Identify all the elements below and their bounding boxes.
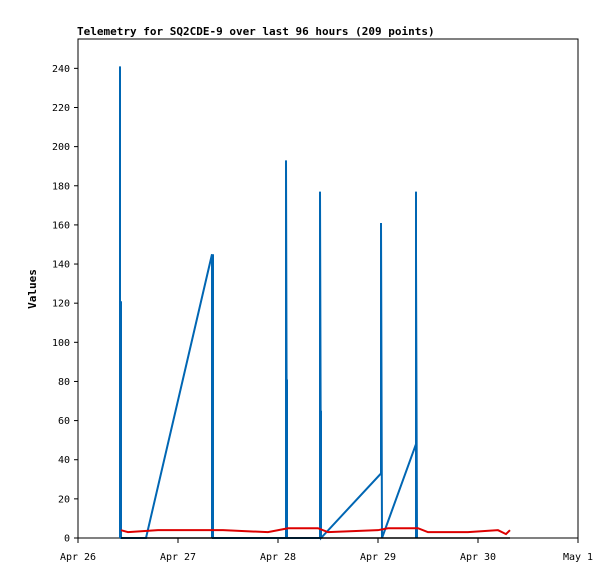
y-tick-label-9: 180 [52,181,70,192]
y-tick-label-1: 20 [58,494,70,505]
y-tick-label-0: 0 [64,534,70,545]
y-tick-label-3: 60 [58,416,70,427]
series-line-0 [119,66,418,541]
x-tick-label-1: Apr 27 [160,552,196,563]
x-tick-label-5: May 1 [563,552,593,563]
x-tick-label-2: Apr 28 [260,552,296,563]
y-tick-label-12: 240 [52,64,70,75]
y-tick-label-5: 100 [52,338,70,349]
y-tick-label-10: 200 [52,142,70,153]
y-tick-label-4: 80 [58,377,70,388]
y-axis: 0 20 40 60 80 100 120 140 160 180 200 220 240 [52,64,78,545]
plot-frame [77,38,579,539]
series-line-1 [120,527,511,536]
x-axis: Apr 26 Apr 27 Apr 28 Apr 29 Apr 30 May 1 [60,538,593,563]
y-tick-label-6: 120 [52,299,70,310]
y-tick-label-8: 160 [52,220,70,231]
y-tick-label-7: 140 [52,260,70,271]
y-tick-label-2: 40 [58,455,70,466]
chart-title: Telemetry for SQ2CDE-9 over last 96 hour… [77,25,435,38]
x-tick-label-3: Apr 29 [360,552,396,563]
series-layer [119,66,511,541]
y-axis-label: Values [26,269,39,309]
x-tick-label-0: Apr 26 [60,552,96,563]
y-tick-label-11: 220 [52,103,70,114]
x-tick-label-4: Apr 30 [460,552,496,563]
